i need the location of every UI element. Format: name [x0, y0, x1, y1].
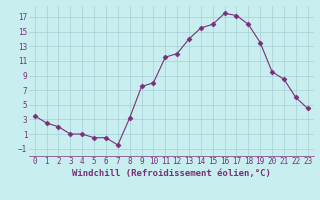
X-axis label: Windchill (Refroidissement éolien,°C): Windchill (Refroidissement éolien,°C)	[72, 169, 271, 178]
